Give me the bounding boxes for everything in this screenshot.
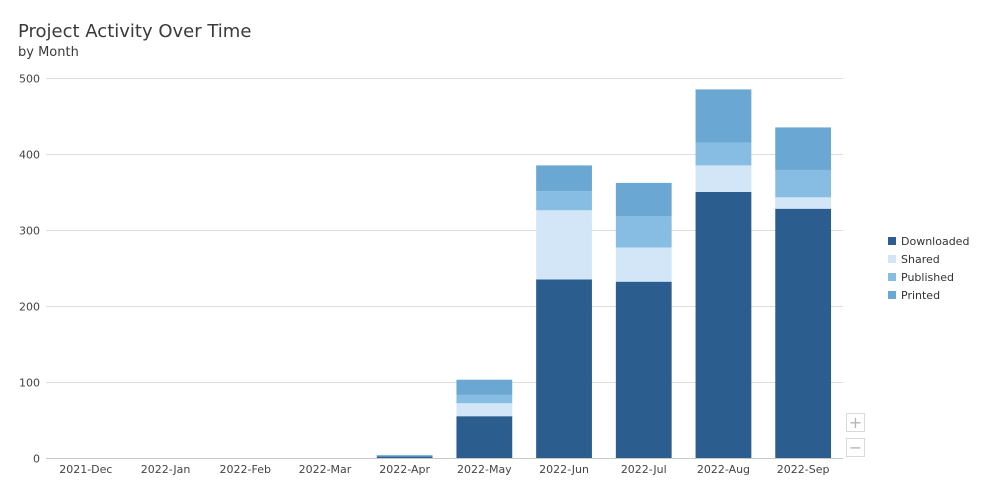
legend-swatch xyxy=(888,237,896,245)
chart-subtitle: by Month xyxy=(18,45,79,60)
bar-segment-shared xyxy=(775,197,832,209)
bar-segment-downloaded xyxy=(775,208,832,458)
x-tick-label: 2022-May xyxy=(457,463,512,476)
legend-item[interactable]: Published xyxy=(888,268,969,286)
bar-segment-downloaded xyxy=(695,192,752,458)
bar-segment-downloaded xyxy=(456,416,513,458)
bar-segment-printed xyxy=(695,89,752,143)
bar-segment-published xyxy=(456,394,513,404)
bar-segment-printed xyxy=(536,165,592,192)
zoom-in-button[interactable]: + xyxy=(846,413,865,432)
x-tick-label: 2022-Feb xyxy=(220,463,271,476)
legend-label: Downloaded xyxy=(901,234,970,248)
bar-segment-published xyxy=(536,191,592,211)
legend-label: Shared xyxy=(901,252,940,266)
x-tick-label: 2022-Mar xyxy=(299,463,352,476)
x-tick-label: 2022-Aug xyxy=(697,463,750,476)
bar-segment-printed xyxy=(775,127,832,170)
legend-label: Printed xyxy=(901,288,941,302)
chart-legend: Downloaded Shared Published Printed xyxy=(888,232,969,304)
legend-item[interactable]: Printed xyxy=(888,286,969,304)
x-tick-label: 2022-Jun xyxy=(539,463,589,476)
legend-swatch xyxy=(888,255,896,263)
zoom-out-button[interactable]: − xyxy=(846,438,865,457)
legend-item[interactable]: Shared xyxy=(888,250,969,268)
legend-item[interactable]: Downloaded xyxy=(888,232,969,250)
bar-segment-printed xyxy=(376,454,433,456)
bar-segment-downloaded xyxy=(376,456,433,458)
y-tick-label: 400 xyxy=(19,149,40,162)
bar-segment-shared xyxy=(615,247,672,282)
y-tick-label: 200 xyxy=(19,301,40,314)
x-tick-label: 2022-Sep xyxy=(777,463,830,476)
bar-segment-published xyxy=(376,455,433,457)
y-tick-label: 0 xyxy=(33,453,40,466)
bar-segment-shared xyxy=(536,210,592,280)
x-tick-label: 2022-Jul xyxy=(621,463,667,476)
bar-segment-published xyxy=(775,169,832,198)
x-tick-label: 2021-Dec xyxy=(59,463,112,476)
x-tick-label: 2022-Jan xyxy=(141,463,191,476)
bar-segment-shared xyxy=(695,165,752,192)
bar-segment-published xyxy=(615,216,672,248)
y-tick-label: 500 xyxy=(19,73,40,86)
bar-segment-printed xyxy=(615,182,672,217)
x-tick-label: 2022-Apr xyxy=(379,463,430,476)
bar-segment-downloaded xyxy=(536,279,592,458)
y-tick-label: 300 xyxy=(19,225,40,238)
bar-segment-shared xyxy=(456,403,513,417)
legend-swatch xyxy=(888,291,896,299)
chart-title: Project Activity Over Time xyxy=(18,21,252,42)
legend-swatch xyxy=(888,273,896,281)
y-tick-label: 100 xyxy=(19,377,40,390)
bar-segment-printed xyxy=(456,379,513,395)
bar-segment-published xyxy=(695,142,752,166)
bar-segment-downloaded xyxy=(615,281,672,458)
legend-label: Published xyxy=(901,270,954,284)
